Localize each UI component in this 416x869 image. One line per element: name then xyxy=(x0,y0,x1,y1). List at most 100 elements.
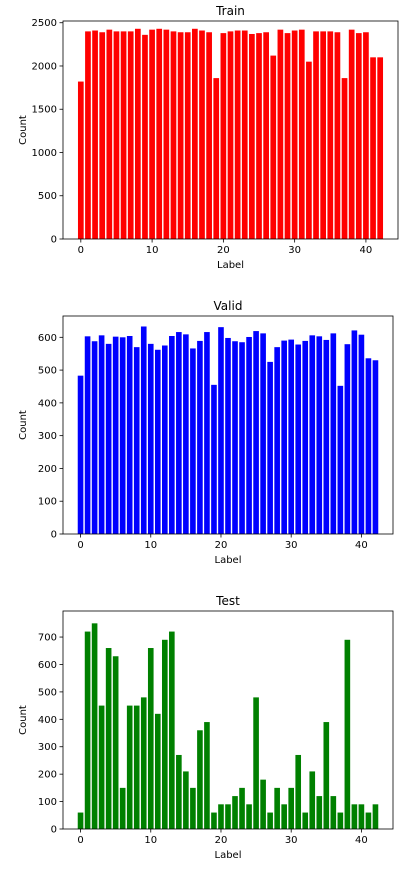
bar-34 xyxy=(320,31,327,239)
bar-42 xyxy=(377,57,384,239)
bar-39 xyxy=(351,804,358,829)
bar-16 xyxy=(190,787,196,829)
bar-5 xyxy=(112,336,119,534)
bar-9 xyxy=(142,34,148,240)
y-tick-label: 0 xyxy=(51,530,57,541)
bar-10 xyxy=(147,343,154,534)
x-axis-label: Label xyxy=(215,850,242,861)
bar-18 xyxy=(206,32,212,239)
x-axis-label: Label xyxy=(217,260,244,271)
bar-20 xyxy=(218,804,224,829)
y-tick-label: 600 xyxy=(38,660,57,671)
bar-18 xyxy=(204,722,210,829)
bar-33 xyxy=(309,771,316,829)
x-tick-label: 10 xyxy=(146,245,159,256)
bar-13 xyxy=(169,631,175,829)
bar-17 xyxy=(197,730,203,829)
bar-26 xyxy=(260,333,266,534)
bar-13 xyxy=(169,336,175,534)
bar-32 xyxy=(302,340,309,534)
y-tick-label: 500 xyxy=(38,191,57,202)
bar-36 xyxy=(330,796,337,829)
chart-valid: 0 10 20 30 400100200300400500600ValidLabelCo… xyxy=(18,299,394,566)
y-tick-label: 2500 xyxy=(32,18,57,29)
bar-29 xyxy=(284,33,291,239)
x-tick-label: 0 xyxy=(77,835,83,846)
bar-37 xyxy=(341,78,348,239)
bar-19 xyxy=(211,812,217,829)
bar-30 xyxy=(291,30,298,239)
bar-39 xyxy=(355,33,362,239)
y-tick-label: 0 xyxy=(51,235,57,246)
bar-2 xyxy=(92,30,98,239)
bar-25 xyxy=(253,331,259,534)
y-tick-label: 1000 xyxy=(32,148,57,159)
chart-test: 0 10 20 30 400100200300400500600700TestLabel… xyxy=(18,594,394,861)
bar-38 xyxy=(348,29,355,240)
bar-16 xyxy=(190,348,196,534)
bar-8 xyxy=(134,28,141,239)
bar-9 xyxy=(140,326,147,534)
bar-33 xyxy=(309,335,316,534)
x-tick-label: 20 xyxy=(217,245,230,256)
bar-36 xyxy=(330,333,337,534)
bar-2 xyxy=(91,623,98,829)
bar-26 xyxy=(260,779,266,829)
y-tick-label: 500 xyxy=(38,366,57,377)
bar-5 xyxy=(112,656,119,829)
bar-22 xyxy=(232,796,238,829)
bar-20 xyxy=(220,33,227,239)
y-tick-label: 2000 xyxy=(32,61,57,72)
y-axis-label: Count xyxy=(18,410,29,440)
bar-7 xyxy=(126,705,133,829)
bar-0 xyxy=(77,81,84,239)
bar-1 xyxy=(85,31,91,239)
x-tick-label: 40 xyxy=(360,245,373,256)
bar-10 xyxy=(149,29,155,240)
y-tick-label: 200 xyxy=(38,770,57,781)
bar-38 xyxy=(344,344,351,534)
x-tick-label: 20 xyxy=(215,540,228,551)
plot-frame xyxy=(62,315,394,535)
bar-3 xyxy=(98,335,105,534)
bar-22 xyxy=(234,30,241,239)
bar-35 xyxy=(323,339,330,534)
bar-18 xyxy=(204,332,210,534)
bar-31 xyxy=(295,754,302,829)
bar-6 xyxy=(120,31,127,239)
bar-10 xyxy=(147,648,154,829)
bar-19 xyxy=(211,384,217,534)
bar-11 xyxy=(154,349,161,534)
x-tick-label: 0 xyxy=(77,540,83,551)
y-tick-label: 200 xyxy=(38,464,57,475)
bar-37 xyxy=(337,385,344,534)
bar-34 xyxy=(316,336,323,534)
bar-0 xyxy=(77,812,84,829)
bar-36 xyxy=(334,32,341,239)
bar-1 xyxy=(84,631,91,829)
bar-9 xyxy=(140,697,147,829)
bar-15 xyxy=(183,771,189,829)
bar-26 xyxy=(263,32,269,239)
y-tick-label: 400 xyxy=(38,398,57,409)
bar-34 xyxy=(316,796,323,829)
chart-train: 0 10 20 30 40 0 500 1000 1500 2000 2500 Train Label C… xyxy=(18,4,399,271)
bar-21 xyxy=(227,31,234,239)
bar-12 xyxy=(162,639,168,829)
x-tick-label: 30 xyxy=(285,540,298,551)
bar-33 xyxy=(313,31,319,239)
y-tick-label: 300 xyxy=(38,431,57,442)
bar-15 xyxy=(183,334,189,534)
x-tick-label: 20 xyxy=(215,835,228,846)
x-tick-label: 0 xyxy=(78,245,84,256)
bar-17 xyxy=(197,340,203,534)
bar-27 xyxy=(267,812,273,829)
bar-3 xyxy=(99,32,106,239)
y-tick-label: 100 xyxy=(38,497,57,508)
bar-21 xyxy=(225,337,231,534)
bar-16 xyxy=(192,28,198,239)
bar-14 xyxy=(177,32,184,239)
bar-41 xyxy=(370,57,376,239)
y-tick-label: 400 xyxy=(38,715,57,726)
